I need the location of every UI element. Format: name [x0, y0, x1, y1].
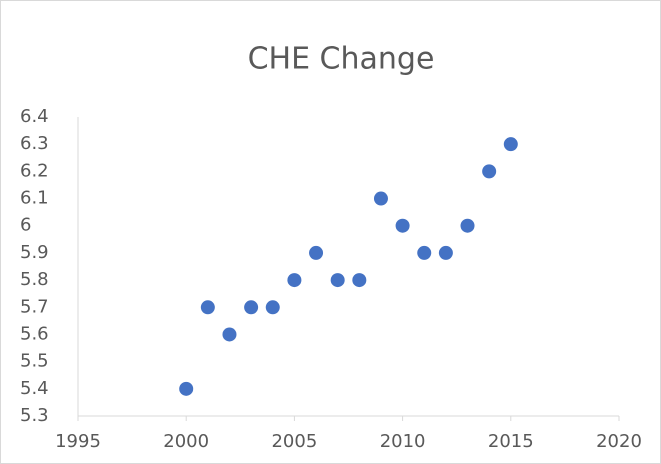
- point: [460, 218, 475, 233]
- point: [503, 137, 518, 152]
- y-tick-label: 5.3: [20, 405, 49, 426]
- y-tick-label: 5.4: [20, 378, 49, 399]
- point: [179, 381, 194, 396]
- point: [244, 300, 259, 315]
- point: [309, 245, 324, 260]
- point: [222, 327, 237, 342]
- y-tick-label: 5.6: [20, 323, 49, 344]
- point: [287, 273, 302, 288]
- y-tick-label: 6: [20, 215, 31, 236]
- x-tick-label: 1995: [55, 431, 101, 452]
- y-tick-label: 5.5: [20, 351, 49, 372]
- y-tick-label: 5.7: [20, 296, 49, 317]
- point: [373, 191, 388, 206]
- x-tick-label: 2000: [163, 431, 209, 452]
- point: [330, 273, 345, 288]
- y-tick-label: 5.9: [20, 242, 49, 263]
- y-tick-label: 6.1: [20, 188, 49, 209]
- y-tick-label: 6.2: [20, 160, 49, 181]
- chart-title: CHE Change: [248, 42, 435, 77]
- point: [417, 245, 432, 260]
- point: [482, 164, 497, 179]
- x-tick-label: 2020: [596, 431, 642, 452]
- point: [200, 300, 215, 315]
- point: [395, 218, 410, 233]
- x-tick-label: 2010: [380, 431, 426, 452]
- point: [265, 300, 280, 315]
- x-tick-label: 2005: [271, 431, 317, 452]
- x-tick-label: 2015: [488, 431, 534, 452]
- y-tick-label: 5.8: [20, 269, 49, 290]
- y-tick-label: 6.3: [20, 133, 49, 154]
- y-tick-label: 6.4: [20, 106, 49, 127]
- point: [438, 245, 453, 260]
- point: [352, 273, 367, 288]
